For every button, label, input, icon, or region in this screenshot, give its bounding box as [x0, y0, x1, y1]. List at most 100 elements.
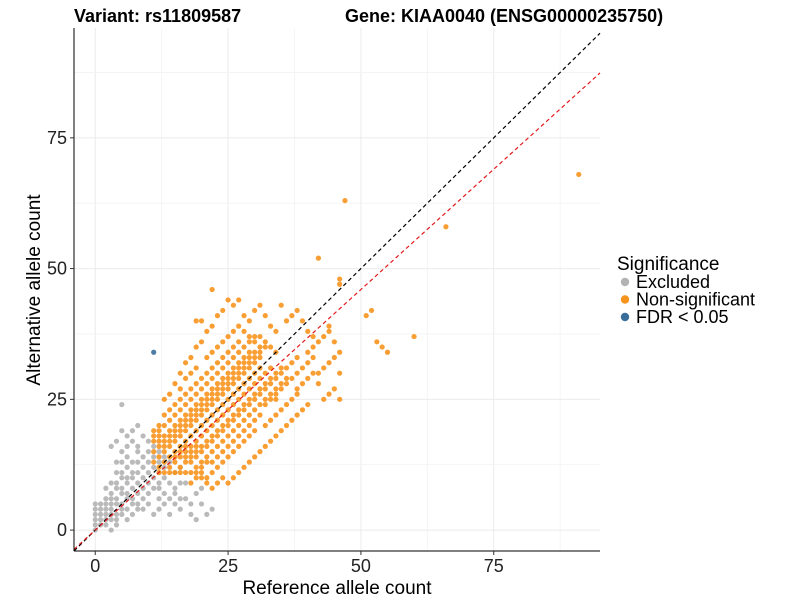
data-point [156, 506, 162, 512]
data-point [294, 354, 300, 361]
data-point [119, 475, 125, 481]
data-point [262, 443, 268, 449]
data-point [108, 480, 114, 486]
data-point [204, 354, 210, 361]
data-point [151, 433, 157, 439]
data-point [214, 417, 221, 423]
data-point [113, 438, 120, 444]
data-point [198, 318, 205, 324]
data-point [172, 428, 178, 434]
data-point [119, 459, 125, 465]
data-point [299, 365, 306, 371]
data-point [289, 313, 295, 319]
data-point [193, 365, 199, 371]
data-point [310, 333, 316, 340]
data-point [188, 480, 194, 486]
data-point [177, 428, 183, 434]
data-point [209, 286, 215, 293]
data-point [278, 407, 284, 413]
data-point [230, 344, 236, 350]
data-point [151, 485, 157, 491]
data-point [236, 433, 242, 439]
data-point [167, 480, 173, 486]
data-point [193, 417, 199, 423]
data-point [103, 501, 109, 507]
data-point [193, 318, 199, 324]
data-point [214, 370, 221, 376]
data-point [167, 407, 173, 413]
x-tick-label: 0 [90, 556, 100, 576]
data-point [129, 469, 136, 476]
data-point [214, 381, 221, 387]
data-point [278, 386, 284, 392]
data-point [236, 412, 242, 418]
data-point [145, 438, 151, 444]
data-point [151, 454, 157, 460]
data-point [241, 354, 247, 361]
data-point [236, 443, 242, 449]
data-point [119, 401, 125, 408]
data-point [161, 469, 167, 476]
data-point [220, 475, 226, 481]
data-point [145, 469, 151, 476]
data-point [209, 506, 215, 512]
data-point [119, 485, 125, 491]
data-point [283, 375, 290, 382]
data-point [198, 469, 205, 476]
data-point [262, 344, 268, 350]
data-point [267, 417, 274, 423]
data-point [214, 433, 221, 439]
data-point [209, 396, 215, 402]
axes: 0 25 50 75 0 25 50 75 [47, 28, 600, 576]
data-point [177, 407, 183, 413]
data-point [172, 459, 178, 465]
data-point [252, 454, 258, 460]
data-point [246, 333, 252, 340]
data-point [198, 386, 205, 392]
data-point [135, 480, 141, 486]
data-point [315, 381, 322, 387]
data-point [443, 224, 449, 230]
data-point [246, 396, 252, 402]
data-point [193, 407, 199, 413]
data-point [220, 459, 226, 465]
data-point [135, 506, 141, 512]
data-point [252, 349, 258, 355]
data-point [161, 443, 167, 449]
data-point [262, 386, 268, 392]
data-point [241, 438, 247, 444]
data-point [305, 360, 311, 366]
data-point [188, 511, 194, 517]
data-point [135, 459, 141, 465]
data-point [315, 339, 322, 345]
chart-title-gene: Gene: KIAA0040 (ENSG00000235750) [345, 6, 663, 26]
data-point [172, 490, 178, 497]
data-point [198, 464, 205, 470]
data-point [177, 469, 183, 476]
data-point [119, 490, 125, 497]
data-point [225, 349, 231, 355]
data-point [129, 438, 136, 444]
data-point [193, 381, 199, 387]
data-point [177, 396, 183, 402]
data-point [156, 422, 162, 429]
data-point [310, 370, 316, 376]
data-point [220, 428, 226, 434]
data-point [177, 370, 183, 376]
data-point [198, 449, 205, 455]
data-point [252, 360, 258, 366]
data-point [167, 443, 173, 449]
chart-title-variant: Variant: rs11809587 [74, 6, 241, 26]
legend-swatch [620, 312, 630, 322]
data-point [267, 381, 274, 387]
data-point [236, 469, 242, 476]
data-point [236, 360, 242, 366]
data-point [156, 459, 162, 465]
data-point [337, 349, 343, 355]
data-point [315, 370, 322, 376]
data-point [193, 454, 199, 460]
data-point [294, 412, 300, 418]
data-point [230, 438, 236, 444]
data-point [182, 454, 189, 460]
